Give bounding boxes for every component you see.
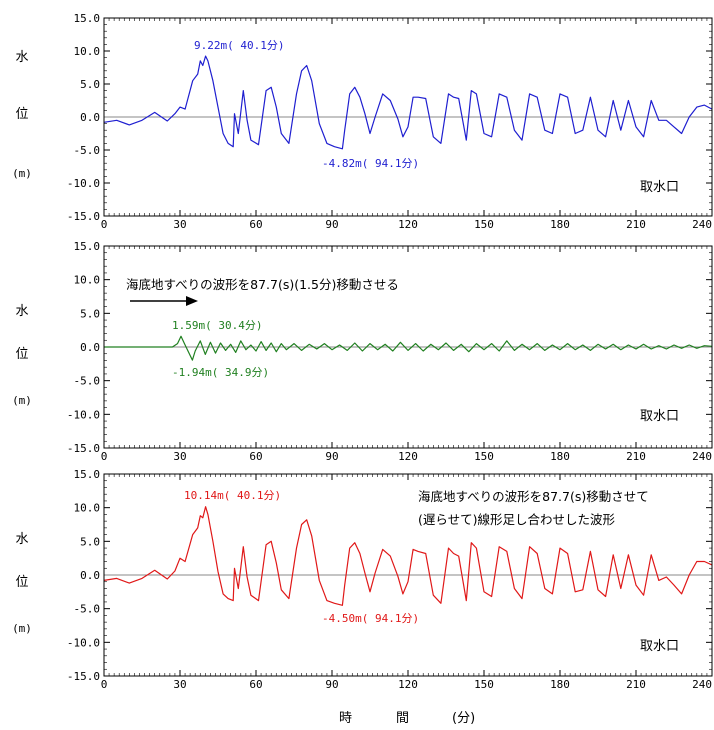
panel-1-xtick-label: 30 bbox=[173, 218, 186, 231]
panel-1-frame bbox=[103, 17, 713, 217]
panel-1-ytick-label: -10.0 bbox=[67, 177, 100, 190]
panel-1-ytick-label: -15.0 bbox=[67, 210, 100, 223]
panel-3-xtick-label: 240 bbox=[692, 678, 712, 691]
panel-3-note-line-1: 海底地すべりの波形を87.7(s)移動させて bbox=[418, 489, 649, 504]
panel-3-ytick-label: -10.0 bbox=[67, 636, 100, 649]
panel-3-ytick-label: 10.0 bbox=[74, 502, 101, 515]
panel-3-ytick-label: 0.0 bbox=[80, 569, 100, 582]
shift-arrow bbox=[130, 296, 198, 306]
panel-2-xtick-label: 0 bbox=[101, 450, 108, 463]
panel-2-ytick-label: 15.0 bbox=[74, 240, 101, 253]
panel-3-ytick-label: 5.0 bbox=[80, 535, 100, 548]
panel-2-location-label: 取水口 bbox=[640, 409, 679, 424]
panel-2-ytick-label: -10.0 bbox=[67, 408, 100, 421]
panel-1-xtick-label: 180 bbox=[550, 218, 570, 231]
panel-2-ylabel-water: 水 bbox=[15, 304, 28, 319]
panel-2-ytick-label: 0.0 bbox=[80, 341, 100, 354]
panel-1-location-label: 取水口 bbox=[640, 180, 679, 195]
panel-3-xtick-label: 210 bbox=[626, 678, 646, 691]
panel-3-min-annotation: -4.50m( 94.1分) bbox=[322, 612, 419, 625]
panel-3-xtick-label: 90 bbox=[325, 678, 338, 691]
panel-3-ylabel-unit: (m) bbox=[12, 622, 32, 635]
panel-2-xtick-label: 60 bbox=[249, 450, 262, 463]
panel-3-ylabel-level: 位 bbox=[15, 575, 28, 590]
panel-2-xtick-label: 120 bbox=[398, 450, 418, 463]
panel-1-ytick-label: 10.0 bbox=[74, 45, 101, 58]
panel-2-xtick-label: 240 bbox=[692, 450, 712, 463]
xlabel-char-kan: 間 bbox=[396, 711, 409, 726]
panel-3-max-annotation: 10.14m( 40.1分) bbox=[184, 489, 281, 502]
panel-3-ytick-label: -5.0 bbox=[74, 603, 101, 616]
panel-2-ytick-label: 5.0 bbox=[80, 307, 100, 320]
panel-3-xtick-label: 30 bbox=[173, 678, 186, 691]
panel-3-ytick-label: 15.0 bbox=[74, 468, 101, 481]
panel-3-xtick-label: 0 bbox=[101, 678, 108, 691]
panel-1-ytick-label: -5.0 bbox=[74, 144, 101, 157]
panel-1-ytick-label: 5.0 bbox=[80, 78, 100, 91]
panel-2-ylabel-unit: (m) bbox=[12, 394, 32, 407]
panel-2-min-annotation: -1.94m( 34.9分) bbox=[172, 366, 269, 379]
panel-1-min-annotation: -4.82m( 94.1分) bbox=[322, 157, 419, 170]
panel-3-xtick-label: 120 bbox=[398, 678, 418, 691]
panel-2-max-annotation: 1.59m( 30.4分) bbox=[172, 319, 262, 332]
panel-1-ylabel-unit: (m) bbox=[12, 167, 32, 180]
panel-1-max-annotation: 9.22m( 40.1分) bbox=[194, 39, 284, 52]
panel-3-xtick-label: 60 bbox=[249, 678, 262, 691]
panel-2-ytick-label: -5.0 bbox=[74, 375, 101, 388]
panel-2-ytick-label: -15.0 bbox=[67, 442, 100, 455]
panel-2-note: 海底地すべりの波形を87.7(s)(1.5分)移動させる bbox=[126, 277, 399, 292]
panel-1-xtick-label: 150 bbox=[474, 218, 494, 231]
panel-1-ylabel-level: 位 bbox=[15, 107, 28, 122]
panel-2-xtick-label: 150 bbox=[474, 450, 494, 463]
xlabel-char-ji: 時 bbox=[339, 711, 352, 726]
panel-1-xtick-label: 240 bbox=[692, 218, 712, 231]
panel-1-xticks: 0 30 60 90 120 150 180 210 240 bbox=[101, 18, 713, 231]
panel-2-ytick-label: 10.0 bbox=[74, 274, 101, 287]
panel-3-frame bbox=[103, 473, 713, 677]
panel-2: 水 位 (m) 15.0 10.0 5.0 0.0 -5.0 -10.0 -15.0 0 30… bbox=[12, 240, 713, 463]
panel-1-xtick-label: 120 bbox=[398, 218, 418, 231]
panel-1-ylabel-water: 水 bbox=[15, 50, 28, 65]
panel-2-xtick-label: 90 bbox=[325, 450, 338, 463]
panel-1-ytick-label: 15.0 bbox=[74, 12, 101, 25]
panel-3-note-line-2: (遅らせて)線形足し合わせした波形 bbox=[418, 512, 616, 527]
panel-1-xtick-label: 90 bbox=[325, 218, 338, 231]
panel-2-xtick-label: 30 bbox=[173, 450, 186, 463]
panel-1-series-line bbox=[103, 55, 713, 150]
panel-3-ytick-label: -15.0 bbox=[67, 670, 100, 683]
panel-1-xtick-label: 0 bbox=[101, 218, 108, 231]
panel-1: 水 位 (m) 15.0 10.0 5.0 0.0 -5.0 -10.0 -15.0 0 30… bbox=[12, 12, 713, 231]
panel-2-series-line bbox=[104, 335, 713, 361]
panel-3-series-line bbox=[103, 506, 713, 606]
panel-3-xtick-label: 150 bbox=[474, 678, 494, 691]
panel-1-xtick-label: 210 bbox=[626, 218, 646, 231]
panel-3-xticks: 0 30 60 90 120 150 180 210 240 bbox=[101, 474, 713, 691]
panel-2-frame bbox=[103, 245, 713, 449]
panel-2-xtick-label: 210 bbox=[626, 450, 646, 463]
panel-3: 水 位 (m) 15.0 10.0 5.0 0.0 -5.0 -10.0 -15.0 0 30… bbox=[12, 468, 713, 691]
panel-2-ylabel-level: 位 bbox=[15, 347, 28, 362]
panel-3-location-label: 取水口 bbox=[640, 639, 679, 654]
xlabel-unit: (分) bbox=[452, 711, 475, 726]
panel-1-ytick-label: 0.0 bbox=[80, 111, 100, 124]
panel-2-xticks: 0 30 60 90 120 150 180 210 240 bbox=[101, 246, 713, 463]
panel-3-ylabel-water: 水 bbox=[15, 532, 28, 547]
panel-2-yticks: 15.0 10.0 5.0 0.0 -5.0 -10.0 -15.0 bbox=[67, 240, 712, 455]
panel-2-xtick-label: 180 bbox=[550, 450, 570, 463]
panel-3-xtick-label: 180 bbox=[550, 678, 570, 691]
panel-1-xtick-label: 60 bbox=[249, 218, 262, 231]
